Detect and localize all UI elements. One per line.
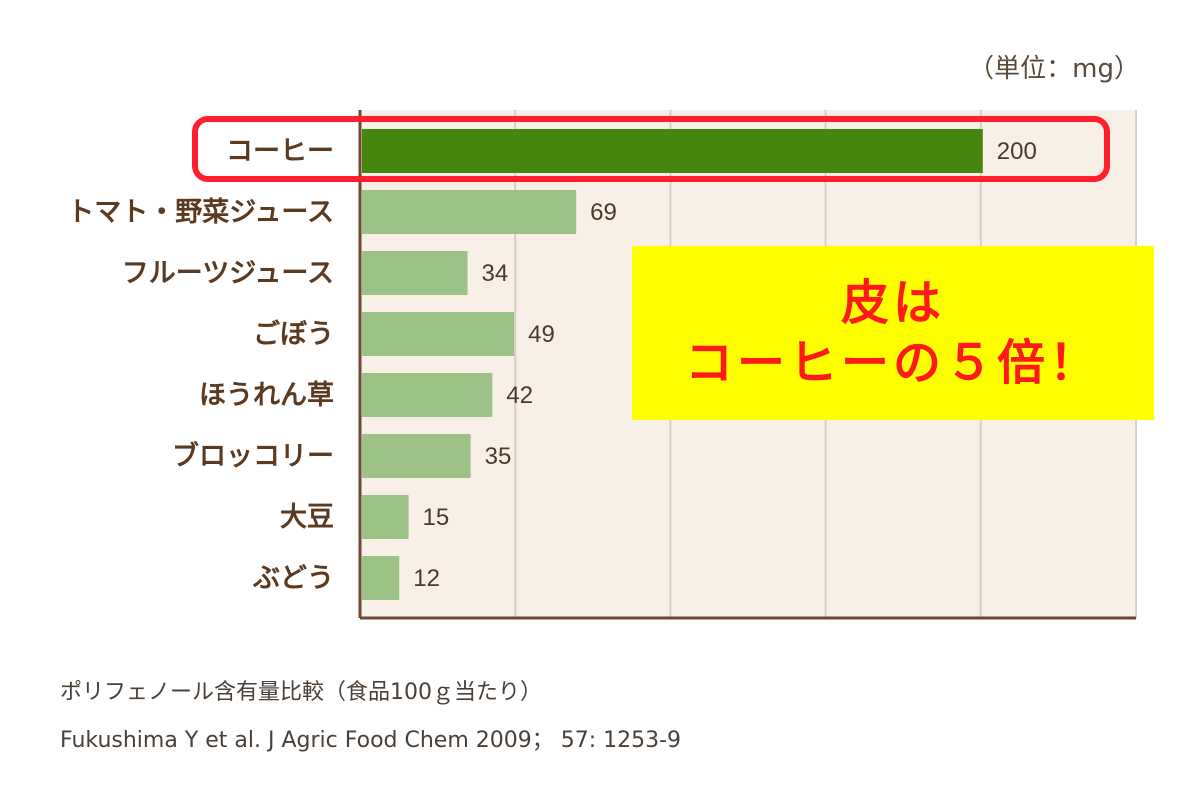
bars	[362, 129, 983, 600]
value-label: 49	[528, 321, 555, 348]
value-label: 42	[506, 382, 533, 409]
category-label: 大豆	[280, 502, 334, 533]
callout-line-1: 皮は	[840, 275, 945, 331]
category-label: フルーツジュース	[122, 258, 334, 289]
callout-line-2: コーヒーの５倍！	[684, 335, 1101, 391]
category-label: コーヒー	[226, 136, 334, 167]
bar	[362, 556, 400, 600]
value-label: 12	[413, 565, 440, 592]
unit-label: （単位：mg）	[968, 54, 1140, 84]
category-label: ごぼう	[253, 318, 334, 350]
category-label: トマト・野菜ジュース	[67, 197, 334, 228]
category-label: ブロッコリー	[172, 440, 334, 472]
bar	[362, 434, 471, 478]
chart-caption: ポリフェノール含有量比較（食品100ｇ当たり）	[60, 680, 542, 705]
bar	[362, 251, 468, 295]
callout-box: 皮は コーヒーの５倍！	[632, 246, 1154, 420]
bar	[362, 190, 577, 234]
category-label: ぶどう	[252, 563, 334, 594]
category-labels: コーヒートマト・野菜ジュースフルーツジュースごぼうほうれん草ブロッコリー大豆ぶど…	[67, 136, 334, 594]
value-label: 200	[997, 138, 1037, 165]
highlight-frame	[192, 116, 1110, 182]
value-label: 34	[482, 260, 509, 287]
category-label: ほうれん草	[199, 380, 334, 411]
value-label: 69	[590, 199, 617, 226]
bar	[362, 373, 493, 417]
bar	[362, 495, 409, 539]
value-label: 35	[485, 443, 512, 470]
source-citation: Fukushima Y et al. J Agric Food Chem 200…	[60, 728, 682, 753]
bar	[362, 129, 983, 173]
value-labels: 200 69 34 49 42 35 15 12	[413, 138, 1037, 592]
value-label: 15	[423, 504, 450, 531]
bar	[362, 312, 515, 356]
